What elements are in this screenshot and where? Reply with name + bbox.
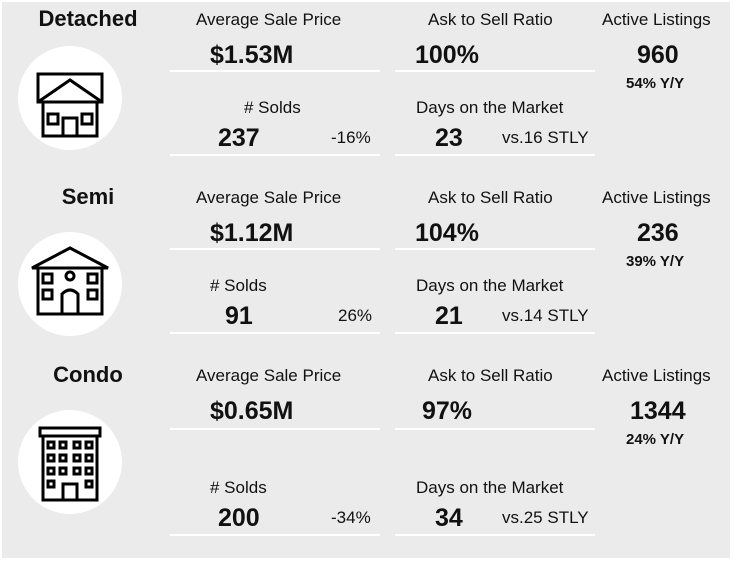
solds-value: 237 — [218, 124, 260, 152]
avg-price-label: Average Sale Price — [196, 366, 342, 385]
active-listings-yoy: 54% Y/Y — [626, 75, 685, 92]
active-listings-yoy: 24% Y/Y — [626, 431, 685, 448]
active-listings-value: 1344 — [630, 397, 686, 425]
dom-stly: vs.16 STLY — [502, 128, 589, 147]
ask-ratio-value: 104% — [415, 219, 479, 247]
solds-change: 26% — [338, 306, 373, 325]
dom-value: 21 — [435, 302, 463, 330]
avg-price-value: $1.53M — [210, 41, 294, 69]
solds-label: # Solds — [244, 98, 301, 117]
ask-ratio-value: 100% — [415, 41, 479, 69]
divider — [395, 154, 595, 156]
ask-ratio-value: 97% — [422, 397, 473, 425]
divider — [170, 248, 380, 250]
divider — [170, 428, 380, 430]
dom-label: Days on the Market — [416, 98, 564, 117]
dom-label: Days on the Market — [416, 478, 564, 497]
dom-label: Days on the Market — [416, 276, 564, 295]
icon-circle — [18, 232, 122, 336]
solds-value: 200 — [218, 504, 260, 532]
solds-value: 91 — [225, 302, 253, 330]
divider — [395, 70, 595, 72]
divider — [395, 428, 595, 430]
divider — [395, 332, 595, 334]
dom-value: 34 — [435, 504, 463, 532]
active-listings-label: Active Listings — [602, 366, 711, 385]
avg-price-value: $1.12M — [210, 219, 294, 247]
property-type-title: Semi — [61, 184, 115, 209]
dom-stly: vs.25 STLY — [502, 508, 589, 527]
semi-house-icon — [31, 246, 109, 316]
active-listings-label: Active Listings — [602, 188, 711, 207]
active-listings-yoy: 39% Y/Y — [626, 253, 685, 270]
ask-ratio-label: Ask to Sell Ratio — [428, 366, 553, 385]
solds-change: -34% — [331, 508, 371, 527]
dom-value: 23 — [435, 124, 463, 152]
divider — [170, 154, 380, 156]
divider — [395, 248, 595, 250]
divider — [170, 70, 380, 72]
solds-label: # Solds — [210, 478, 267, 497]
icon-circle — [18, 410, 122, 514]
divider — [170, 534, 380, 536]
active-listings-label: Active Listings — [602, 10, 711, 29]
stats-panel — [2, 2, 730, 558]
detached-house-icon — [36, 72, 104, 138]
active-listings-value: 960 — [637, 41, 679, 69]
ask-ratio-label: Ask to Sell Ratio — [428, 188, 553, 207]
ask-ratio-label: Ask to Sell Ratio — [428, 10, 553, 29]
divider — [395, 534, 595, 536]
icon-circle — [18, 46, 122, 150]
solds-label: # Solds — [210, 276, 267, 295]
avg-price-label: Average Sale Price — [196, 188, 342, 207]
condo-building-icon — [38, 426, 102, 502]
property-type-title: Detached — [38, 6, 138, 31]
property-type-title: Condo — [53, 362, 123, 387]
divider — [170, 332, 380, 334]
dom-stly: vs.14 STLY — [502, 306, 589, 325]
avg-price-label: Average Sale Price — [196, 10, 342, 29]
active-listings-value: 236 — [637, 219, 679, 247]
solds-change: -16% — [331, 128, 371, 147]
avg-price-value: $0.65M — [210, 397, 294, 425]
